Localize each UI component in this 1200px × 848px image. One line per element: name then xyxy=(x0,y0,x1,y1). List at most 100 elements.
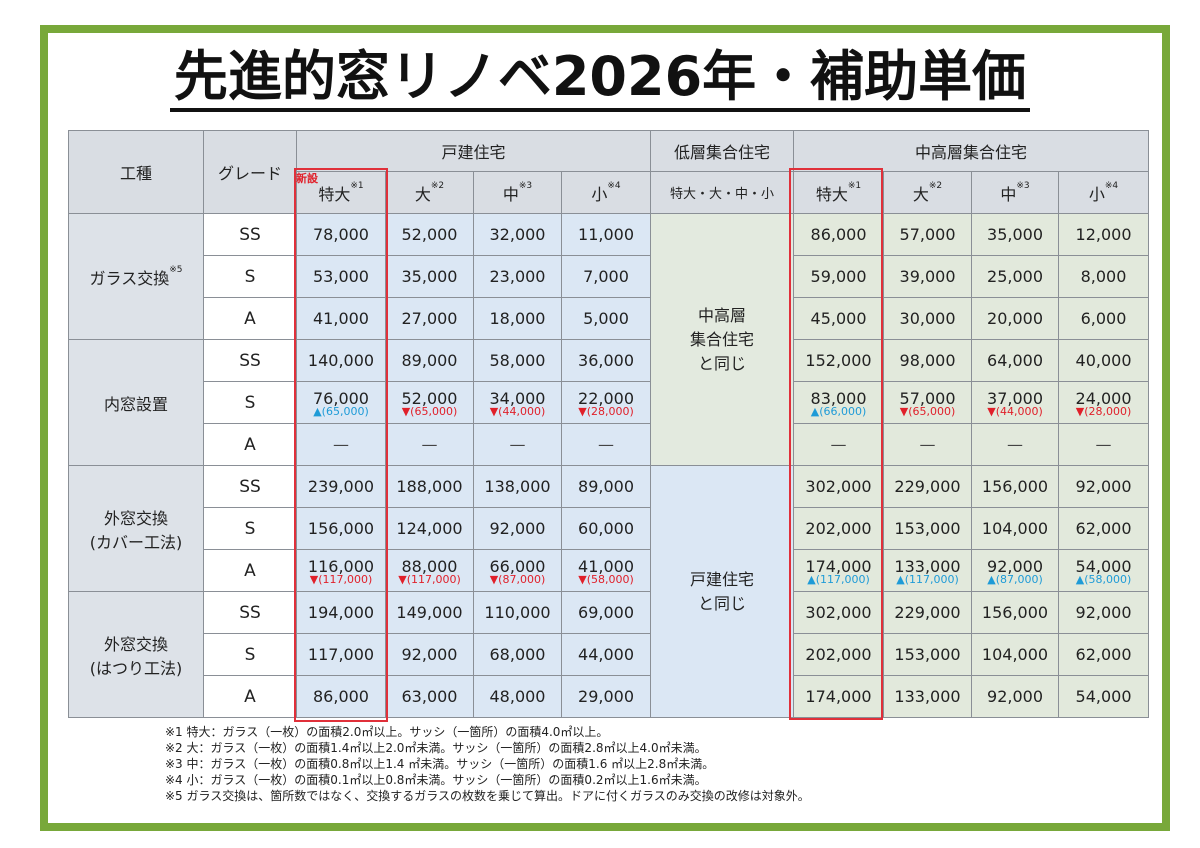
midhigh-value-cell: 104,000 xyxy=(971,507,1060,550)
midhigh-value-cell: 25,000 xyxy=(971,255,1060,298)
lowrise-merged-cell: 戸建住宅 と同じ xyxy=(650,465,795,718)
detached-value-cell: 36,000 xyxy=(560,339,652,382)
midhigh-value-cell: 302,000 xyxy=(793,465,885,508)
detached-value-cell: 7,000 xyxy=(560,255,652,298)
value: 174,000 xyxy=(805,556,872,576)
table-row: S 53,000 35,000 23,000 7,000 59,000 39,000 25,0… xyxy=(69,255,1150,298)
category-cell: 内窓設置 xyxy=(68,339,204,466)
midhigh-value-cell: 64,000 xyxy=(971,339,1060,382)
value: 239,000 xyxy=(307,477,375,496)
value: 156,000 xyxy=(307,519,375,538)
decrease-annotation: ▼(65,000) xyxy=(899,404,956,418)
detached-value-cell: — xyxy=(560,423,652,466)
value: 11,000 xyxy=(578,225,634,244)
value: 302,000 xyxy=(805,603,872,622)
detached-value-cell: 41,000 xyxy=(296,297,386,340)
value: 202,000 xyxy=(805,519,872,538)
midhigh-value-cell: 35,000 xyxy=(971,213,1060,256)
midhigh-value-cell: 20,000 xyxy=(971,297,1060,340)
lowrise-merged-cell: 中高層 集合住宅 と同じ xyxy=(650,213,795,466)
midhigh-value-cell: 57,000 xyxy=(883,213,973,256)
detached-value-cell: 23,000 xyxy=(473,255,562,298)
size-label: 特大 xyxy=(318,184,351,204)
midhigh-value-cell: 152,000 xyxy=(793,339,885,382)
value: 52,000 xyxy=(401,225,458,244)
detached-value-cell: 11,000 xyxy=(560,213,652,256)
value: 66,000 xyxy=(489,556,546,576)
detached-value-cell: 52,000 xyxy=(385,213,474,256)
midhigh-value-cell: 83,000 ▲(66,000) xyxy=(793,381,885,424)
value: 58,000 xyxy=(489,351,546,370)
value: 92,000 xyxy=(489,519,546,538)
header-size-2: 中※3 xyxy=(971,171,1060,214)
midhigh-value-cell: — xyxy=(883,423,973,466)
value: 117,000 xyxy=(307,645,375,664)
value: 86,000 xyxy=(810,225,867,244)
size-label: 中 xyxy=(1000,184,1017,204)
value: 78,000 xyxy=(313,225,369,244)
value: 104,000 xyxy=(981,645,1049,664)
midhigh-value-cell: 62,000 xyxy=(1058,507,1150,550)
category-label: 内窓設置 xyxy=(103,394,168,414)
detached-value-cell: 66,000 ▼(87,000) xyxy=(473,549,562,592)
value: 32,000 xyxy=(489,225,546,244)
grade-cell: S xyxy=(203,381,297,424)
detached-value-cell: — xyxy=(385,423,474,466)
midhigh-value-cell: 133,000 xyxy=(883,675,973,718)
detached-value-cell: 22,000 ▼(28,000) xyxy=(560,381,652,424)
value: 76,000 xyxy=(313,388,369,408)
decrease-annotation: ▼(87,000) xyxy=(489,572,546,586)
midhigh-value-cell: 39,000 xyxy=(883,255,973,298)
value: 152,000 xyxy=(805,351,872,370)
value: 8,000 xyxy=(1080,267,1127,286)
value: 30,000 xyxy=(899,309,956,328)
header-size-1: 大※2 xyxy=(883,171,973,214)
midhigh-value-cell: 202,000 xyxy=(793,507,885,550)
header-size-2: 中※3 xyxy=(473,171,562,214)
detached-value-cell: 194,000 xyxy=(296,591,386,634)
midhigh-value-cell: 202,000 xyxy=(793,633,885,676)
value: 153,000 xyxy=(894,645,961,664)
value: 229,000 xyxy=(894,603,961,622)
detached-value-cell: 124,000 xyxy=(385,507,474,550)
value: 41,000 xyxy=(578,556,634,576)
grade-cell: SS xyxy=(203,591,297,634)
table-row: A 41,000 27,000 18,000 5,000 45,000 30,000 20,0… xyxy=(69,297,1150,340)
footnote: ※1 特大：ガラス（一枚）の面積2.0㎡以上。サッシ（一箇所）の面積4.0㎡以上… xyxy=(165,725,609,739)
footnote: ※5 ガラス交換は、箇所数ではなく、交換するガラスの枚数を乗じて算出。ドアに付く… xyxy=(165,789,810,803)
detached-value-cell: 239,000 xyxy=(296,465,386,508)
value: 54,000 xyxy=(1075,687,1132,706)
midhigh-value-cell: — xyxy=(971,423,1060,466)
detached-value-cell: 116,000 ▼(117,000) xyxy=(296,549,386,592)
decrease-annotation: ▼(44,000) xyxy=(489,404,546,418)
size-note: ※1 xyxy=(847,180,862,191)
midhigh-value-cell: 24,000 ▼(28,000) xyxy=(1058,381,1150,424)
midhigh-value-cell: 174,000 ▲(117,000) xyxy=(793,549,885,592)
value: 18,000 xyxy=(489,309,546,328)
footnotes: ※1 特大：ガラス（一枚）の面積2.0㎡以上。サッシ（一箇所）の面積4.0㎡以上… xyxy=(165,724,810,804)
table-row: S 76,000 ▲(65,000) 52,000 ▼(65,000) 34,000 ▼(4… xyxy=(69,381,1150,424)
value: 68,000 xyxy=(489,645,546,664)
value: 124,000 xyxy=(396,519,463,538)
value: 83,000 xyxy=(810,388,867,408)
value: 98,000 xyxy=(899,351,956,370)
value: — xyxy=(1095,435,1112,454)
midhigh-value-cell: 37,000 ▼(44,000) xyxy=(971,381,1060,424)
header-lowrise: 低層集合住宅 xyxy=(650,130,795,172)
table-row: 内窓設置 SS 140,000 89,000 58,000 36,000 152,000 98… xyxy=(68,339,1150,466)
value: 25,000 xyxy=(987,267,1043,286)
detached-value-cell: 92,000 xyxy=(385,633,474,676)
size-label: 大 xyxy=(414,184,431,204)
table-row: S 117,000 92,000 68,000 44,000 202,000 153,000… xyxy=(69,633,1150,676)
grade-cell: A xyxy=(203,675,297,718)
value: 24,000 xyxy=(1075,388,1132,408)
midhigh-value-cell: 54,000 ▲(58,000) xyxy=(1058,549,1150,592)
detached-value-cell: 138,000 xyxy=(473,465,562,508)
midhigh-value-cell: 8,000 xyxy=(1058,255,1150,298)
value: 133,000 xyxy=(894,556,961,576)
size-label: 中 xyxy=(502,184,519,204)
detached-value-cell: 63,000 xyxy=(385,675,474,718)
detached-value-cell: 117,000 xyxy=(296,633,386,676)
value: 149,000 xyxy=(396,603,463,622)
midhigh-value-cell: 92,000 ▲(87,000) xyxy=(971,549,1060,592)
